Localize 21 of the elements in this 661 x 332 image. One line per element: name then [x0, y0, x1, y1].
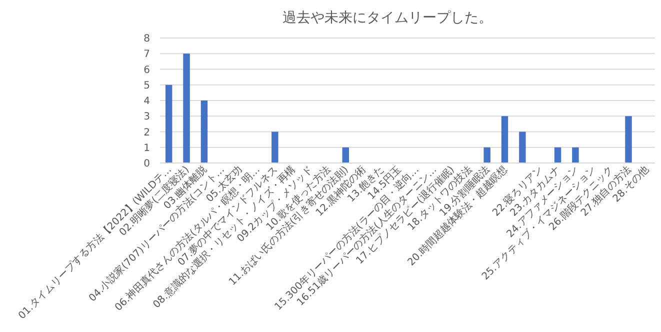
bar [625, 116, 632, 163]
y-tick-label: 6 [144, 64, 150, 76]
bar [519, 132, 526, 163]
y-tick-label: 2 [144, 127, 150, 138]
bar [165, 84, 172, 163]
y-tick-label: 1 [144, 142, 150, 154]
bar [501, 116, 508, 163]
y-tick-label: 7 [144, 49, 150, 60]
bar [200, 100, 208, 163]
y-tick-label: 3 [144, 112, 150, 123]
y-tick-label: 0 [144, 158, 150, 170]
y-tick-label: 4 [144, 96, 150, 107]
bar [342, 147, 349, 163]
bar [484, 147, 490, 163]
bar [272, 132, 278, 163]
bar [572, 147, 579, 163]
y-tick-label: 5 [144, 80, 150, 92]
y-tick-label: 8 [144, 34, 150, 44]
bar [554, 147, 562, 163]
bar [183, 54, 190, 163]
chart-title: 過去や未来にタイムリープした。 [282, 10, 492, 26]
